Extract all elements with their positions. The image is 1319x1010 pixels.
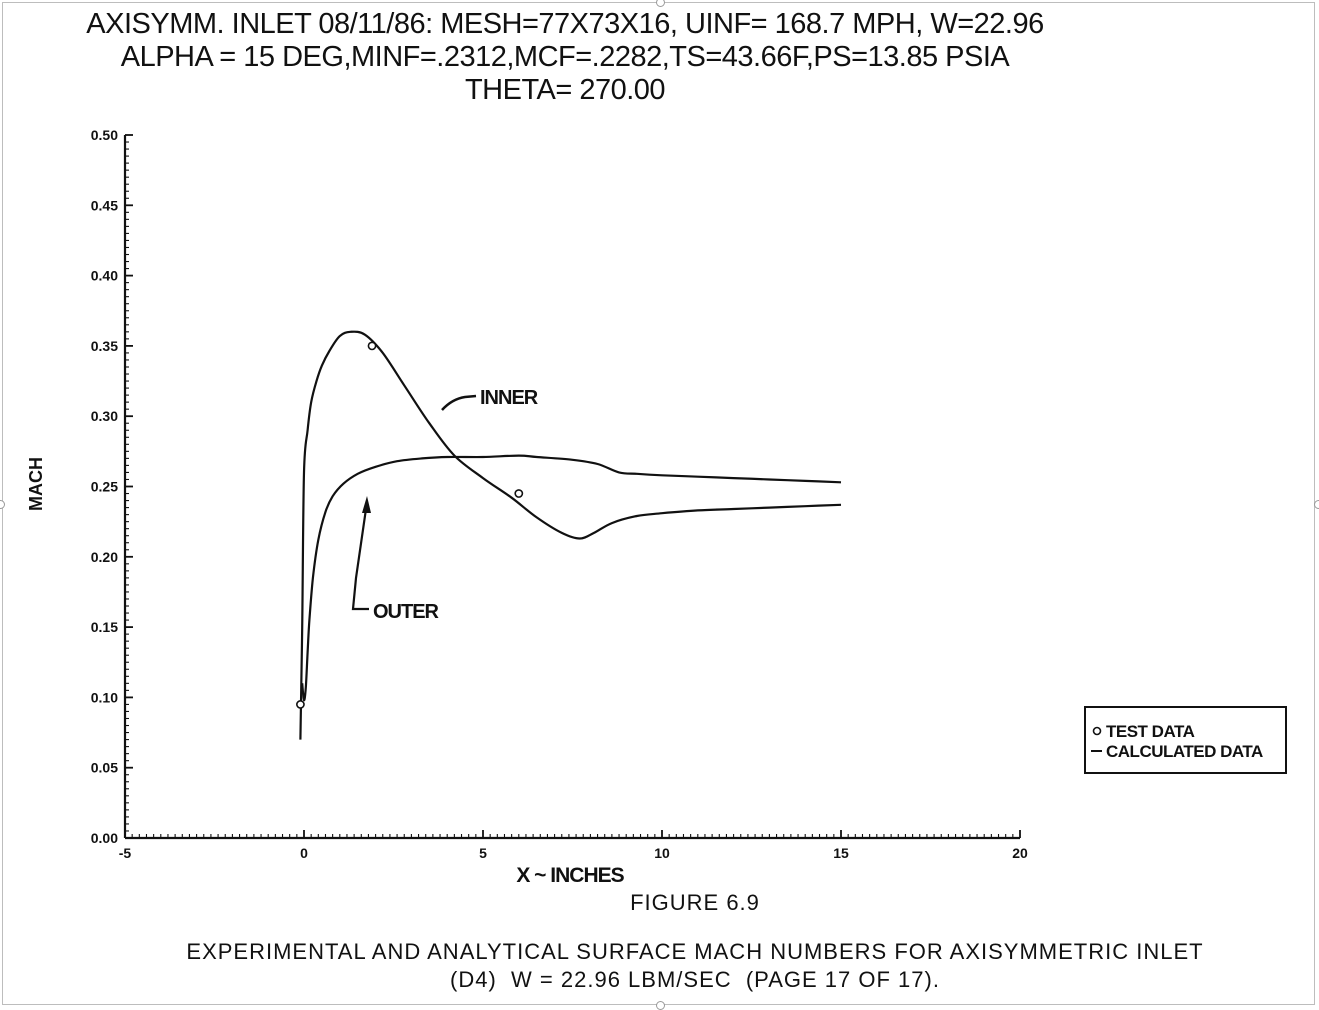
y-tick-label: 0.30 <box>91 408 118 424</box>
y-tick-label: 0.10 <box>91 689 118 705</box>
x-tick-label: 5 <box>479 845 487 861</box>
figure-caption: EXPERIMENTAL AND ANALYTICAL SURFACE MACH… <box>100 938 1290 994</box>
header-line-2: ALPHA = 15 DEG,MINF=.2312,MCF=.2282,TS=4… <box>120 41 1010 73</box>
figure-number: FIGURE 6.9 <box>630 890 760 915</box>
resize-handle-right[interactable] <box>1314 500 1319 509</box>
caption-line-1: EXPERIMENTAL AND ANALYTICAL SURFACE MACH… <box>186 939 1204 964</box>
x-axis-label: X ~ INCHES <box>516 864 624 887</box>
legend-box <box>1084 706 1287 774</box>
caption-line-2: (D4) W = 22.96 LBM/SEC (PAGE 17 OF 17). <box>450 967 940 992</box>
annotation-inner: INNER <box>480 387 539 409</box>
legend-test-data: TEST DATA <box>1106 722 1195 741</box>
inner-leader-line <box>441 394 477 411</box>
x-tick-label: -5 <box>119 845 132 861</box>
series-line-outer <box>301 454 842 702</box>
y-tick-label: 0.45 <box>91 197 118 213</box>
header-line-1: AXISYMM. INLET 08/11/86: MESH=77X73X16, … <box>86 8 1044 40</box>
chart-header: AXISYMM. INLET 08/11/86: MESH=77X73X16, … <box>0 8 1130 107</box>
y-tick-label: 0.50 <box>91 127 118 143</box>
annotation-outer: OUTER <box>373 601 440 623</box>
resize-handle-top[interactable] <box>656 0 665 7</box>
test-data-markers <box>296 341 524 709</box>
series-layer <box>299 330 842 740</box>
y-tick-label: 0.05 <box>91 760 118 776</box>
legend-marker-test-data <box>1092 726 1102 736</box>
legend-calculated-data: CALCULATED DATA <box>1106 742 1263 761</box>
test-data-point-outer <box>296 700 305 709</box>
y-tick-label: 0.25 <box>91 479 118 495</box>
x-tick-label: 20 <box>1012 845 1028 861</box>
x-tick-label: 0 <box>300 845 308 861</box>
resize-handle-left[interactable] <box>0 500 5 509</box>
outer-leader-line <box>351 501 369 611</box>
y-tick-label: 0.40 <box>91 268 118 284</box>
header-line-3: THETA= 270.00 <box>464 74 666 106</box>
outer-arrowhead <box>362 496 371 513</box>
y-tick-label: 0.15 <box>91 619 118 635</box>
test-data-point-inner <box>367 341 377 351</box>
series-line-inner <box>299 330 842 740</box>
x-tick-label: 10 <box>654 845 670 861</box>
y-tick-label: 0.35 <box>91 338 118 354</box>
y-tick-label: 0.20 <box>91 549 118 565</box>
test-data-point-inner <box>514 489 524 498</box>
y-tick-label: 0.00 <box>91 830 118 846</box>
x-tick-label: 15 <box>833 845 849 861</box>
axes: -5 0 5 10 15 20 0.00 0.05 0.10 0.15 0.20 0.25 0.30 0.… <box>91 127 1028 861</box>
